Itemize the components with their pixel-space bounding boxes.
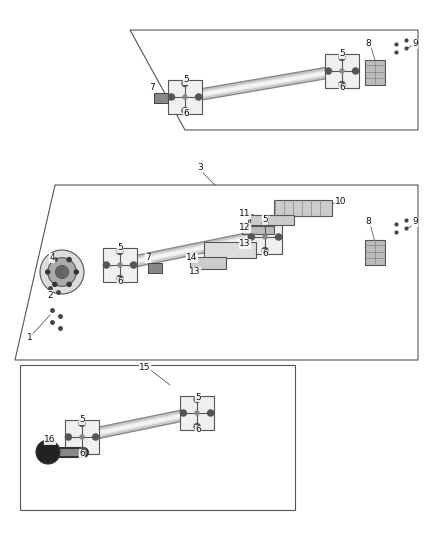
Bar: [250, 215, 294, 225]
Text: 9: 9: [412, 39, 418, 49]
Text: 5: 5: [195, 392, 201, 401]
Circle shape: [248, 234, 254, 240]
Bar: [365, 240, 385, 265]
Bar: [274, 200, 332, 216]
Text: 5: 5: [339, 50, 345, 59]
Bar: [180, 396, 214, 430]
Circle shape: [80, 435, 84, 439]
Circle shape: [195, 411, 199, 415]
Text: 11: 11: [239, 209, 251, 219]
Circle shape: [263, 235, 267, 239]
Circle shape: [48, 257, 76, 286]
Bar: [204, 242, 256, 258]
Text: 7: 7: [145, 254, 151, 262]
Text: 5: 5: [79, 416, 85, 424]
Bar: [103, 248, 137, 282]
Circle shape: [67, 257, 71, 262]
Circle shape: [168, 94, 174, 100]
Text: 6: 6: [117, 278, 123, 287]
Text: 13: 13: [189, 268, 201, 277]
Circle shape: [53, 257, 57, 262]
Circle shape: [194, 424, 200, 430]
Bar: [168, 80, 202, 114]
Text: 10: 10: [335, 198, 347, 206]
Circle shape: [182, 80, 188, 86]
Circle shape: [195, 94, 201, 100]
Text: 16: 16: [44, 435, 56, 445]
Circle shape: [46, 270, 49, 274]
Text: 15: 15: [139, 364, 151, 373]
Text: 5: 5: [183, 76, 189, 85]
Circle shape: [325, 68, 332, 74]
Circle shape: [340, 69, 344, 73]
Text: 3: 3: [197, 164, 203, 173]
Text: 12: 12: [239, 223, 251, 232]
Circle shape: [131, 262, 137, 268]
Circle shape: [180, 410, 187, 416]
Circle shape: [36, 440, 60, 464]
Circle shape: [183, 95, 187, 99]
Circle shape: [117, 248, 123, 254]
Bar: [365, 60, 385, 85]
Text: 14: 14: [186, 254, 198, 262]
Circle shape: [276, 234, 282, 240]
Bar: [190, 257, 226, 269]
Text: 1: 1: [27, 334, 33, 343]
Circle shape: [103, 262, 110, 268]
Bar: [248, 220, 282, 254]
Circle shape: [79, 421, 85, 426]
Text: 5: 5: [117, 244, 123, 253]
Circle shape: [339, 82, 345, 87]
Bar: [154, 93, 168, 103]
Circle shape: [74, 270, 78, 274]
Circle shape: [92, 434, 99, 440]
Bar: [242, 226, 274, 234]
Text: 13: 13: [239, 239, 251, 248]
Circle shape: [339, 54, 345, 60]
Circle shape: [182, 108, 188, 114]
Circle shape: [67, 282, 71, 286]
Circle shape: [40, 250, 84, 294]
Text: 6: 6: [183, 109, 189, 117]
Circle shape: [118, 263, 122, 267]
Circle shape: [65, 434, 71, 440]
Text: 6: 6: [339, 84, 345, 93]
Text: 4: 4: [49, 254, 55, 262]
Circle shape: [262, 220, 268, 227]
Bar: [65, 420, 99, 454]
Text: 6: 6: [195, 425, 201, 434]
Bar: [148, 263, 162, 273]
Circle shape: [117, 276, 123, 281]
Circle shape: [262, 247, 268, 254]
Circle shape: [53, 282, 57, 286]
Text: 8: 8: [365, 39, 371, 49]
Text: 5: 5: [262, 215, 268, 224]
Text: 6: 6: [262, 249, 268, 259]
Text: 7: 7: [149, 84, 155, 93]
Text: 8: 8: [365, 217, 371, 227]
Text: 6: 6: [79, 449, 85, 458]
Text: 9: 9: [412, 217, 418, 227]
Bar: [325, 54, 359, 88]
Circle shape: [208, 410, 214, 416]
Circle shape: [55, 265, 69, 279]
Text: 2: 2: [47, 290, 53, 300]
Circle shape: [194, 397, 200, 402]
Circle shape: [79, 448, 85, 454]
Circle shape: [353, 68, 359, 74]
